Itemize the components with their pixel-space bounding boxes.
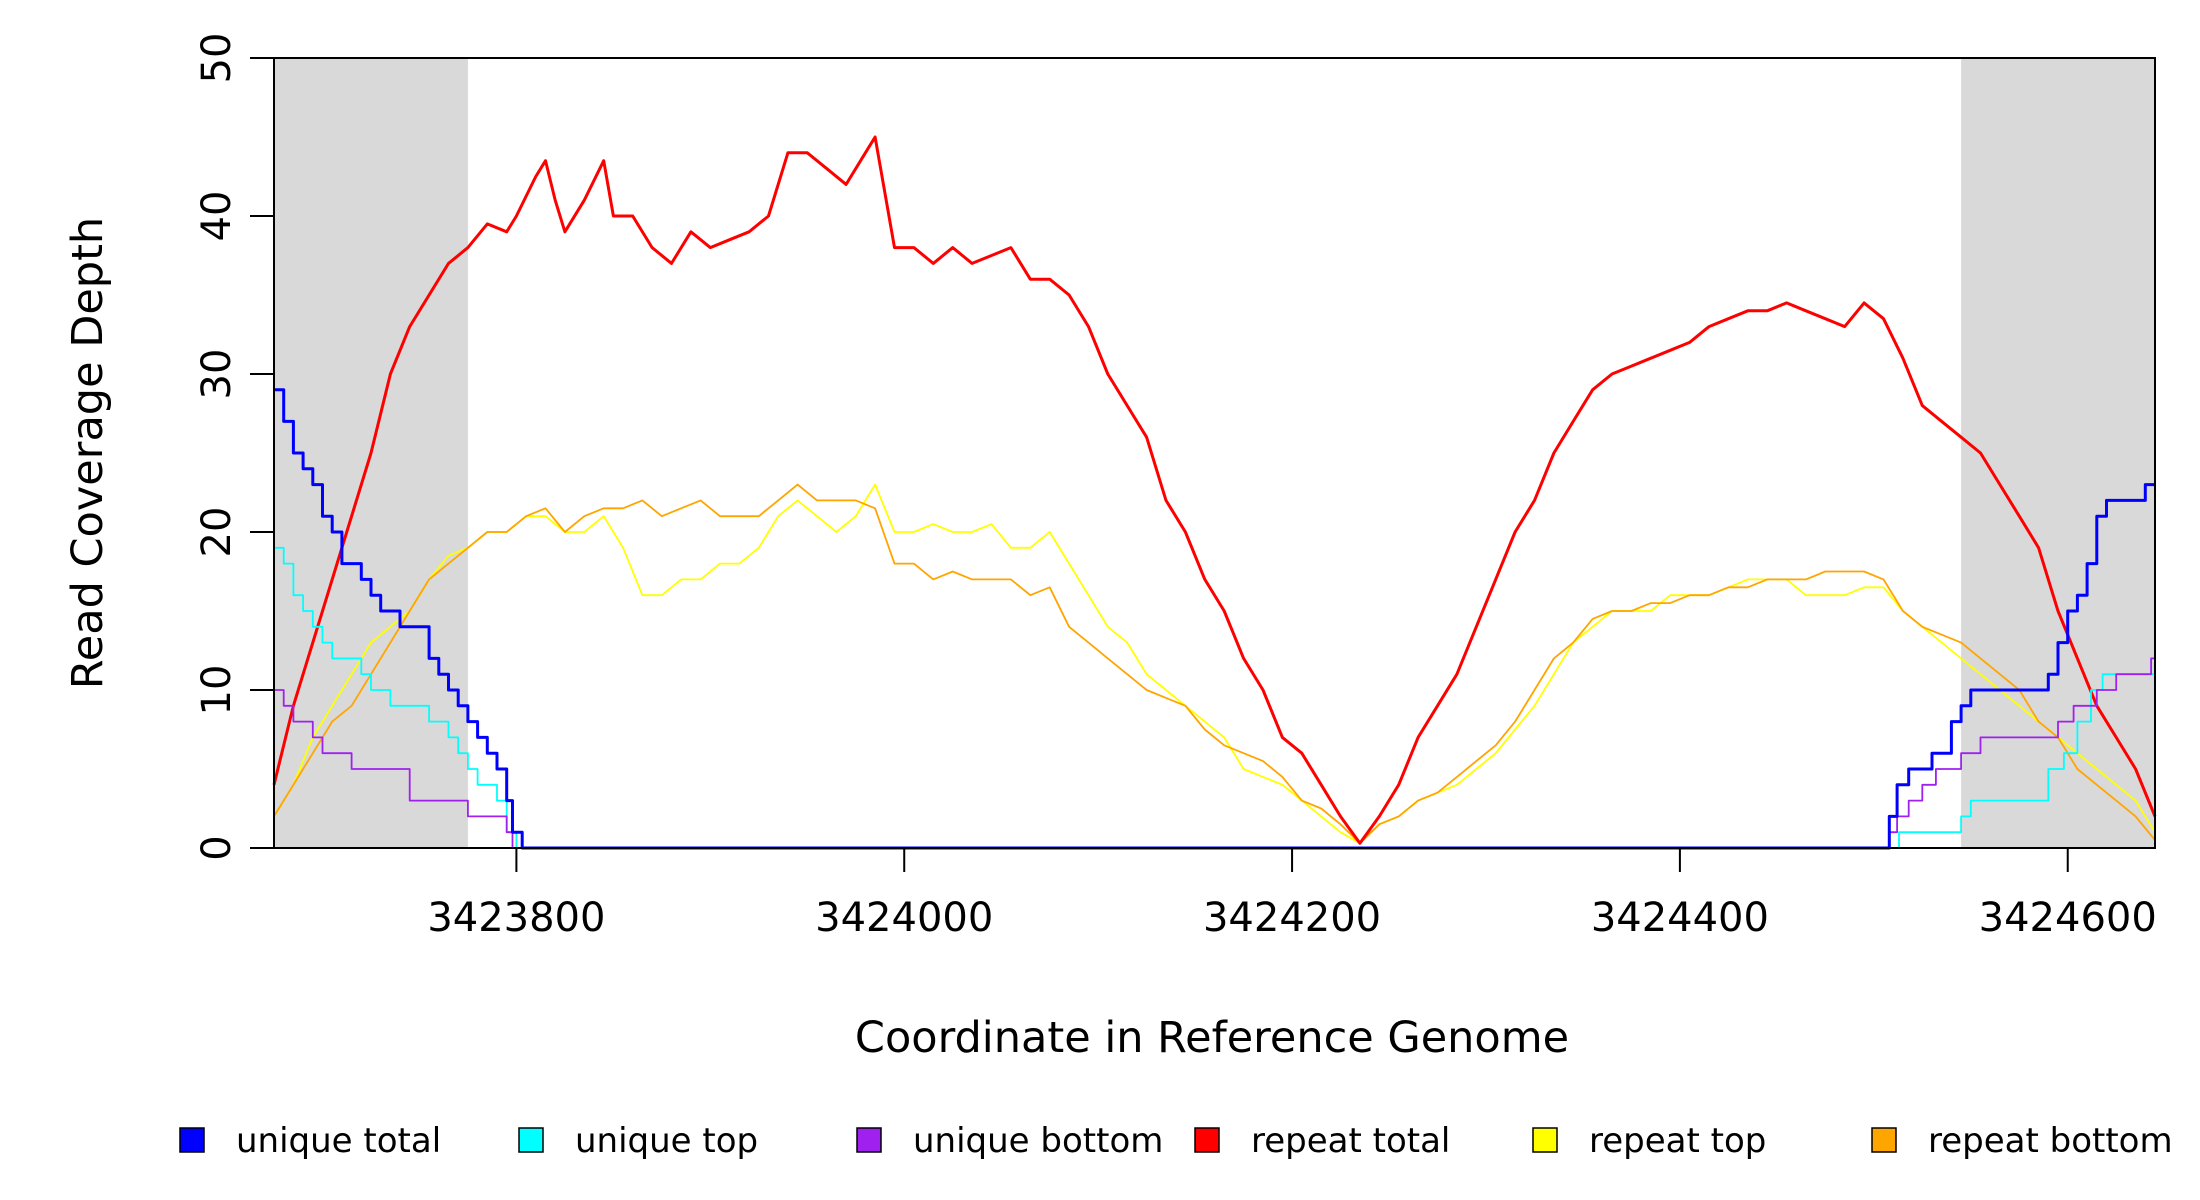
series-line-repeat-bottom: [273, 483, 2156, 845]
legend-swatch-unique-bottom: [856, 1127, 882, 1153]
series-line-repeat-top: [273, 483, 2156, 845]
x-tick-label: 3424000: [815, 895, 993, 941]
y-tick-label: 0: [194, 835, 240, 860]
legend-label-repeat-top: repeat top: [1589, 1121, 1766, 1161]
legend-swatch-repeat-bottom: [1871, 1127, 1897, 1153]
legend-label-repeat-bottom: repeat bottom: [1928, 1121, 2173, 1161]
legend-swatch-unique-total: [179, 1127, 205, 1153]
series-line-unique-bottom: [274, 657, 2156, 849]
y-axis-title: Read Coverage Depth: [63, 217, 113, 689]
y-tick-label: 50: [194, 33, 240, 84]
shaded-regions: [274, 58, 2155, 848]
shaded-region-2: [1961, 58, 2155, 848]
x-axis: 3423800 3424000 3424200 3424400 3424600: [427, 848, 2157, 941]
legend: unique total unique top unique bottom repea…: [179, 1121, 2173, 1161]
y-tick-label: 10: [194, 665, 240, 716]
legend-label-repeat-total: repeat total: [1251, 1121, 1450, 1161]
legend-label-unique-top: unique top: [575, 1121, 758, 1161]
y-tick-label: 40: [194, 191, 240, 242]
legend-label-unique-total: unique total: [236, 1121, 441, 1161]
x-axis-title: Coordinate in Reference Genome: [855, 1013, 1569, 1063]
x-tick-label: 3424400: [1591, 895, 1769, 941]
x-tick-label: 3424200: [1203, 895, 1381, 941]
legend-swatch-repeat-top: [1532, 1127, 1558, 1153]
series-lines: [272, 135, 2157, 850]
series-line-unique-top: [274, 546, 2155, 849]
x-tick-label: 3423800: [427, 895, 605, 941]
y-axis: 0 10 20 30 40 50: [194, 33, 274, 861]
legend-swatch-unique-top: [518, 1127, 544, 1153]
y-tick-label: 20: [194, 507, 240, 558]
legend-swatch-repeat-total: [1194, 1127, 1220, 1153]
series-line-unique-total: [274, 388, 2155, 850]
plot-frame: [273, 57, 2156, 849]
x-tick-label: 3424600: [1979, 895, 2157, 941]
y-tick-label: 30: [194, 349, 240, 400]
legend-label-unique-bottom: unique bottom: [913, 1121, 1163, 1161]
series-line-repeat-total: [272, 135, 2157, 845]
